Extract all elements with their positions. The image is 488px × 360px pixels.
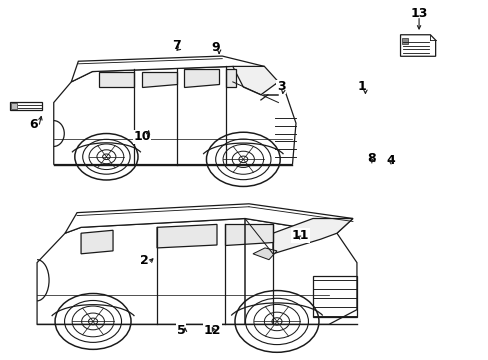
Text: 10: 10: [133, 130, 150, 144]
Bar: [11, 103, 17, 109]
Text: 1: 1: [356, 80, 365, 93]
Text: 13: 13: [409, 7, 427, 20]
Text: 3: 3: [276, 80, 285, 93]
Text: 8: 8: [366, 152, 375, 165]
Bar: [401, 39, 407, 44]
Text: 9: 9: [210, 41, 219, 54]
Polygon shape: [71, 56, 264, 82]
Bar: [10, 102, 42, 110]
Text: 12: 12: [203, 324, 221, 337]
Text: 5: 5: [176, 324, 185, 337]
Text: 11: 11: [291, 229, 309, 242]
Text: 4: 4: [386, 154, 394, 167]
Polygon shape: [54, 66, 295, 165]
Polygon shape: [141, 72, 176, 87]
Text: 2: 2: [140, 254, 149, 267]
Polygon shape: [65, 204, 352, 233]
Polygon shape: [252, 248, 276, 260]
Polygon shape: [272, 219, 352, 254]
Polygon shape: [37, 219, 356, 324]
Polygon shape: [232, 66, 278, 95]
Polygon shape: [224, 224, 272, 245]
Polygon shape: [225, 69, 236, 87]
Polygon shape: [183, 69, 218, 87]
Polygon shape: [99, 72, 134, 87]
Polygon shape: [81, 230, 113, 254]
Text: 6: 6: [29, 118, 38, 131]
Polygon shape: [157, 224, 217, 248]
Polygon shape: [400, 35, 435, 56]
Text: 7: 7: [171, 39, 180, 52]
